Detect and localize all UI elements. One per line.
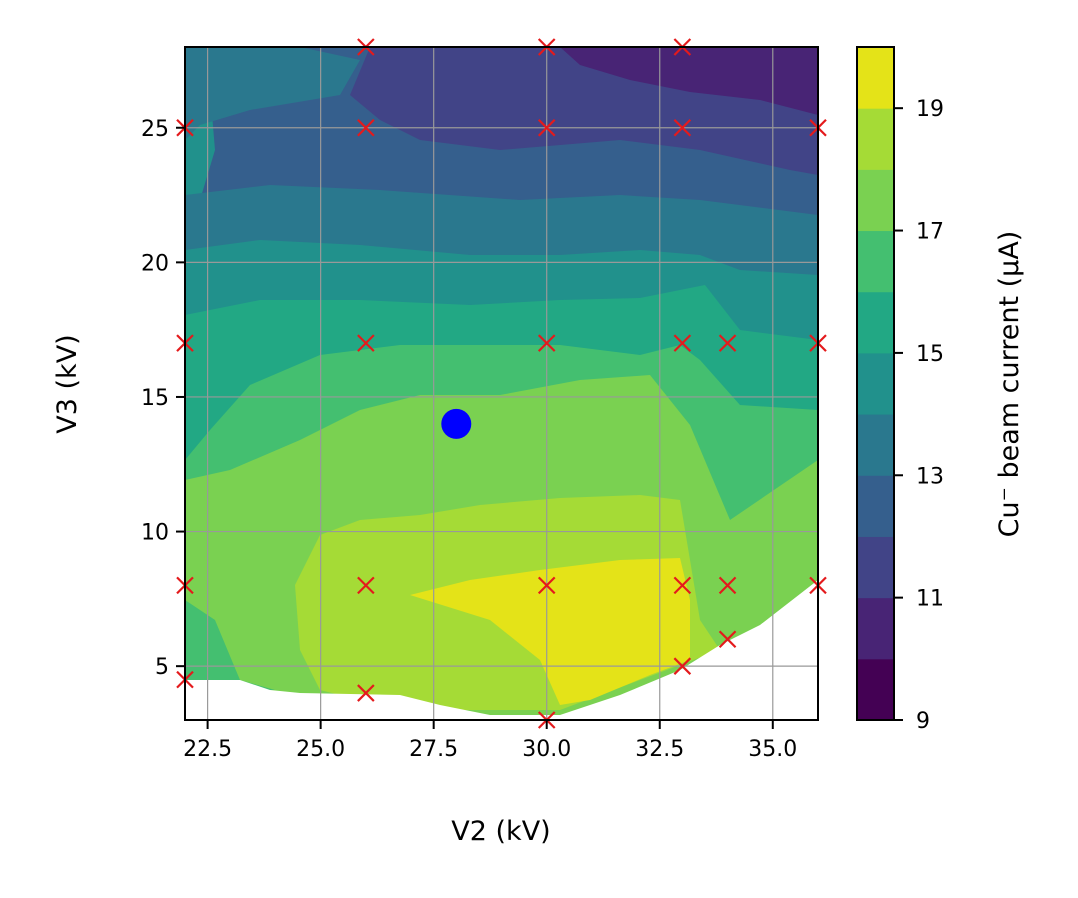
x-tick-label-3: 30.0 <box>522 737 571 762</box>
colorbar-ticks: 9 11 13 15 17 19 <box>894 97 944 734</box>
colorbar-segment-1 <box>857 597 894 660</box>
y-tick-label-4: 25 <box>141 117 169 142</box>
plot-frame <box>184 46 819 721</box>
colorbar-segment-3 <box>857 475 894 537</box>
colorbar-tick-label-1: 11 <box>916 587 944 612</box>
colorbar-segment-4 <box>857 414 894 476</box>
measured-point <box>357 334 375 352</box>
colorbar-segment-7 <box>857 230 894 293</box>
colorbar-tick-label-5: 19 <box>916 97 944 122</box>
colorbar-segment-10 <box>857 47 894 109</box>
measured-point <box>673 334 692 352</box>
colorbar <box>857 47 894 721</box>
y-tick-label-0: 5 <box>155 655 169 680</box>
colorbar-segment-6 <box>857 291 894 354</box>
measured-point <box>673 118 692 137</box>
contour-band-19 <box>410 558 690 705</box>
measured-point <box>537 334 556 352</box>
x-tick-label-5: 35.0 <box>748 737 797 762</box>
measured-point <box>718 576 737 595</box>
colorbar-frame <box>856 46 895 721</box>
x-tick-label-1: 25.0 <box>296 737 345 762</box>
y-tick-label-3: 20 <box>141 251 169 276</box>
measured-point <box>537 576 556 595</box>
measured-point <box>357 118 375 137</box>
colorbar-tick-label-3: 15 <box>916 342 944 367</box>
x-axis-ticks: 22.5 25.0 27.5 30.0 32.5 35.0 <box>183 720 797 762</box>
x-tick-label-0: 22.5 <box>183 737 232 762</box>
colorbar-segment-2 <box>857 536 894 599</box>
x-axis-label: V2 (kV) <box>451 816 550 847</box>
colorbar-segment-9 <box>857 108 894 170</box>
y-axis-ticks: 5 10 15 20 25 <box>141 117 185 680</box>
colorbar-tick-label-2: 13 <box>916 464 944 489</box>
measured-point <box>718 630 737 649</box>
contour-band-13-top <box>185 47 360 140</box>
colorbar-segment-8 <box>857 169 894 232</box>
measured-point <box>357 684 375 702</box>
x-tick-label-4: 32.5 <box>635 737 684 762</box>
measured-point <box>673 657 692 675</box>
y-axis-label: V3 (kV) <box>52 334 83 433</box>
colorbar-tick-label-0: 9 <box>916 709 930 734</box>
contour-bands <box>185 47 818 720</box>
measured-point <box>673 576 692 595</box>
colorbar-tick-label-4: 17 <box>916 220 944 245</box>
measured-point <box>357 576 375 595</box>
contour-band-10 <box>560 47 818 115</box>
grid-lines <box>185 47 818 720</box>
colorbar-label: Cu⁻ beam current (μA) <box>994 231 1025 538</box>
measured-point <box>718 334 737 352</box>
y-tick-label-2: 15 <box>141 386 169 411</box>
optimum-point <box>441 408 472 439</box>
colorbar-segment-5 <box>857 352 894 415</box>
y-tick-label-1: 10 <box>141 521 169 546</box>
colorbar-segment-0 <box>857 658 894 721</box>
x-tick-label-2: 27.5 <box>409 737 458 762</box>
measured-point <box>537 118 556 137</box>
